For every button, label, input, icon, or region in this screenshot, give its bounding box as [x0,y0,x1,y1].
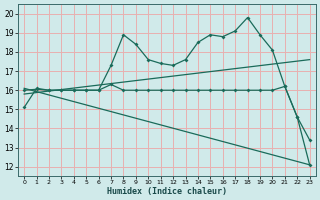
X-axis label: Humidex (Indice chaleur): Humidex (Indice chaleur) [107,187,227,196]
